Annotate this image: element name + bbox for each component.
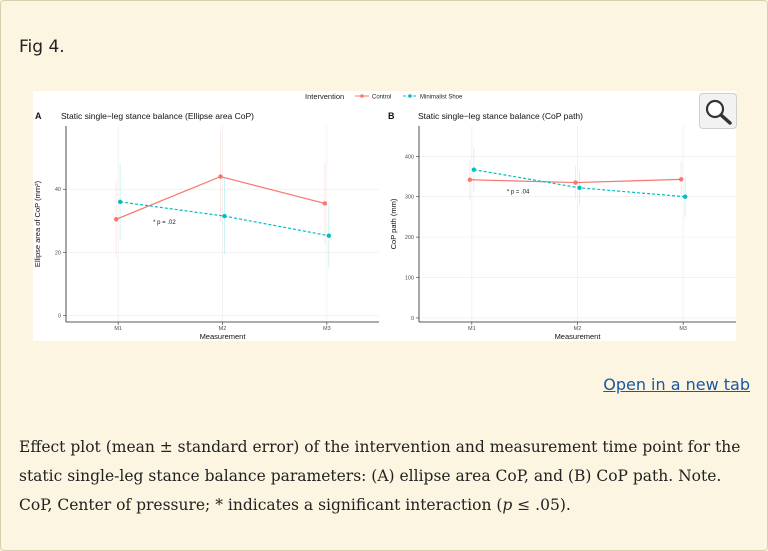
y-tick-label: 0 [411,316,414,322]
panel-b: B Static single−leg stance balance (CoP p… [388,111,736,341]
y-tick-label: 40 [55,187,61,193]
caption-p-symbol: p [502,496,513,514]
data-point-minimalist-shoe-m1 [471,167,477,172]
legend-label-control: Control [372,95,391,101]
x-axis-label: Measurement [200,332,247,341]
significance-annotation: * p = .04 [507,189,530,195]
significance-annotation: * p = .02 [153,220,176,226]
panel-letter: A [35,111,42,121]
legend-title: Intervention [305,92,344,101]
data-point-control-m1 [113,217,119,222]
caption-text: Effect plot (mean ± standard error) of t… [19,438,741,514]
x-tick-label-m2: M2 [219,326,227,332]
y-tick-label: 0 [58,314,61,320]
figure-label: Fig 4. [19,37,65,57]
x-tick-label-m1: M1 [114,326,122,332]
data-point-control-m2 [573,180,578,185]
data-point-minimalist-shoe-m2 [577,185,582,191]
panel-title: Static single−leg stance balance (Ellips… [61,111,254,121]
data-point-minimalist-shoe-m2 [222,213,227,219]
data-point-control-m3 [322,201,328,206]
magnifier-icon [705,99,732,125]
y-tick-label: 100 [405,276,414,282]
legend-marker-minimalist-shoe [408,94,412,98]
open-in-new-tab-link[interactable]: Open in a new tab [603,375,750,394]
y-tick-label: 400 [405,154,414,160]
y-tick-label: 300 [405,195,414,201]
y-tick-label: 20 [55,250,61,256]
figure-caption: Effect plot (mean ± standard error) of t… [19,433,749,520]
x-tick-label-m1: M1 [468,326,476,332]
x-tick-label-m3: M3 [679,326,687,332]
panel-letter: B [388,111,395,121]
data-point-control-m1 [467,177,473,182]
y-tick-label: 200 [405,235,414,241]
data-point-control-m2 [218,174,223,179]
x-tick-label-m3: M3 [323,326,331,332]
x-tick-label-m2: M2 [574,326,582,332]
x-axis-label: Measurement [555,332,602,341]
legend: Intervention Control Minimalist Shoe [305,92,463,101]
data-point-minimalist-shoe-m3 [682,194,688,199]
data-point-control-m3 [678,177,684,182]
data-point-minimalist-shoe-m1 [117,199,123,205]
figure-image[interactable]: Intervention Control Minimalist Shoe A Stat… [33,91,736,341]
caption-text-end: ≤ .05). [512,496,571,514]
magnify-button[interactable] [699,93,737,129]
y-axis-label: Ellipse area of CoP (mm²) [33,180,42,267]
data-point-minimalist-shoe-m3 [326,233,332,238]
legend-marker-control [360,94,364,98]
legend-label-minimalist-shoe: Minimalist Shoe [420,95,463,101]
y-axis-label: CoP path (mm) [389,198,398,249]
panel-a: A Static single−leg stance balance (Ellip… [33,111,379,341]
panel-title: Static single−leg stance balance (CoP pa… [418,111,583,121]
effect-plot: Intervention Control Minimalist Shoe A Stat… [33,92,736,341]
